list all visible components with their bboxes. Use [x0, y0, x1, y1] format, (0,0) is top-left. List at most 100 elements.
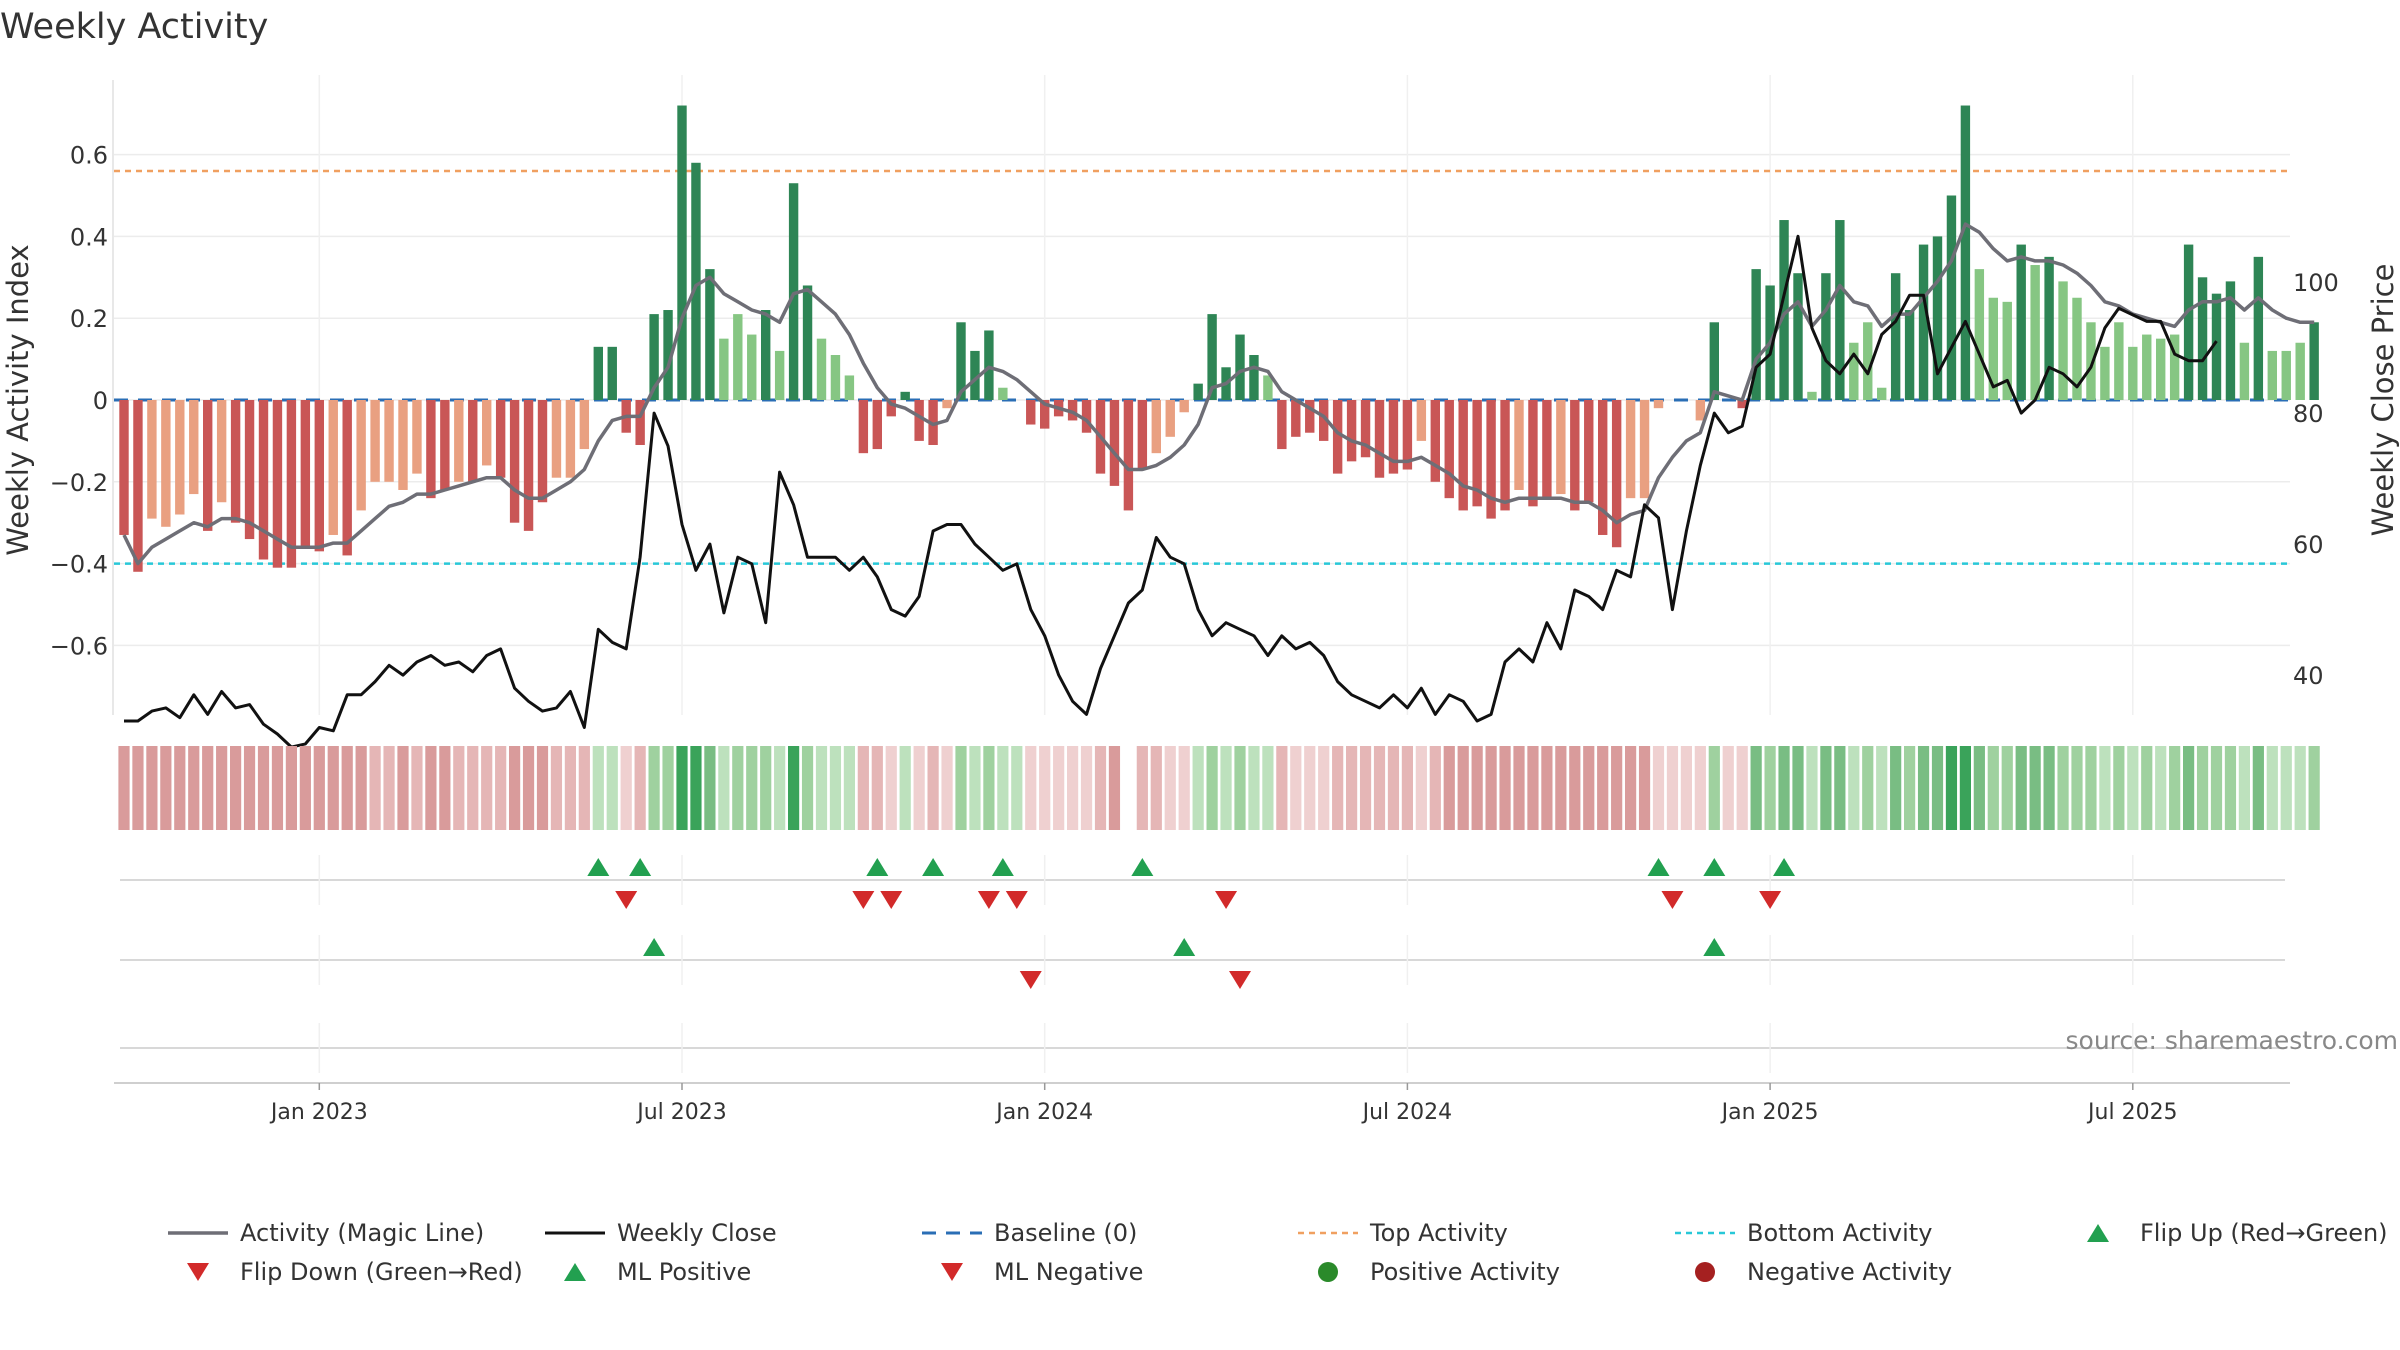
activity-bar: [1904, 310, 1915, 400]
y2-axis-label: Weekly Close Price: [2366, 264, 2400, 537]
heat-cell: [899, 746, 911, 830]
heat-cell: [299, 746, 311, 830]
heat-cell: [1359, 746, 1372, 830]
legend-item-top: Top Activity: [1298, 1219, 1508, 1247]
activity-bar: [1570, 400, 1580, 511]
activity-bar: [2211, 293, 2222, 400]
legend-swatch-flipdown: [187, 1263, 209, 1281]
activity-bar: [1179, 400, 1189, 413]
activity-bar: [454, 400, 464, 482]
heat-cell: [341, 746, 353, 830]
heat-cell: [1848, 746, 1860, 830]
heat-cell: [2057, 746, 2069, 830]
y-tick-label: −0.2: [50, 469, 108, 497]
legend-item-flipup: Flip Up (Red→Green): [2087, 1219, 2388, 1247]
heat-cell: [1652, 746, 1665, 830]
activity-bar: [2281, 350, 2291, 400]
heat-cell: [1053, 746, 1065, 830]
heat-cell: [1192, 746, 1204, 830]
heat-cell: [1708, 746, 1720, 830]
weekly-close-series: [124, 234, 2218, 749]
legend-swatch-mlneg: [941, 1263, 963, 1281]
heat-cell: [1973, 746, 1985, 830]
legend-item-baseline: Baseline (0): [922, 1219, 1137, 1247]
legend-swatch-negact: [1695, 1262, 1715, 1282]
heat-cell: [1457, 746, 1469, 830]
heat-cell: [2169, 746, 2181, 830]
heat-cell: [481, 746, 493, 830]
activity-bar: [230, 400, 241, 523]
activity-bar: [830, 355, 841, 400]
activity-bar: [2142, 334, 2152, 400]
activity-bar: [1849, 342, 1859, 400]
heat-cell: [1611, 746, 1623, 830]
heat-cell: [1555, 746, 1567, 830]
heat-cell: [1290, 746, 1302, 830]
heat-cell: [969, 746, 981, 830]
heat-cell: [1862, 746, 1874, 830]
heat-cell: [257, 746, 270, 830]
activity-bar: [258, 400, 269, 560]
heat-cell: [1150, 746, 1162, 830]
heat-cell: [1067, 746, 1079, 830]
flip-up-marker: [1773, 858, 1796, 876]
activity-bar: [440, 400, 450, 490]
heat-cell: [1876, 746, 1888, 830]
heat-cell: [1318, 746, 1330, 830]
activity-bar: [1472, 400, 1482, 507]
activity-bar: [1277, 400, 1287, 450]
heat-cell: [857, 746, 869, 830]
activity-bar: [2128, 346, 2138, 400]
heat-cell: [439, 746, 451, 830]
legend-label: Flip Up (Red→Green): [2140, 1219, 2388, 1247]
activity-bar: [1458, 400, 1468, 511]
flip-up-marker: [1131, 858, 1154, 876]
source-text: source: sharemaestro.com: [2066, 1026, 2399, 1055]
heat-cell: [1039, 746, 1051, 830]
heat-cell: [383, 746, 395, 830]
heat-cell: [1987, 746, 1999, 830]
activity-bar: [2030, 265, 2040, 400]
activity-bar: [774, 350, 785, 400]
activity-bar: [398, 400, 408, 490]
heat-cell: [1904, 746, 1916, 830]
activity-bar: [607, 346, 617, 400]
heat-cell: [2196, 746, 2209, 830]
heat-cell: [1625, 746, 1637, 830]
activity-bar: [761, 310, 771, 400]
legend-item-posact: Positive Activity: [1318, 1258, 1560, 1286]
heat-cell: [132, 746, 144, 830]
activity-bar: [663, 310, 673, 400]
x-tick-label: Jul 2025: [2086, 1100, 2178, 1125]
activity-bar: [2239, 342, 2250, 400]
heat-cell: [2085, 746, 2097, 830]
activity-bar: [1584, 400, 1594, 503]
activity-bar: [1026, 400, 1036, 425]
y-tick-label: 0.2: [70, 305, 108, 333]
heat-cell: [202, 746, 214, 830]
heat-cell: [1248, 746, 1260, 830]
flip-up-marker: [922, 858, 945, 876]
heat-cell: [1792, 746, 1804, 830]
heat-cell: [1011, 746, 1023, 830]
activity-bar: [133, 400, 143, 572]
heat-cell: [2280, 746, 2292, 830]
y2-tick-label: 60: [2293, 531, 2324, 559]
activity-bar: [802, 285, 813, 400]
activity-bar: [2156, 338, 2166, 400]
legend-item-mlpos: ML Positive: [564, 1258, 751, 1286]
heat-cell: [509, 746, 521, 830]
activity-bar: [2253, 256, 2264, 400]
flip-up-marker: [1703, 858, 1726, 876]
heat-cell: [1206, 746, 1218, 830]
heat-cell: [1332, 746, 1344, 830]
activity-bar: [1332, 400, 1343, 474]
activity-bar: [635, 400, 645, 445]
heat-cell: [550, 746, 563, 830]
activity-bar: [1821, 273, 1831, 400]
activity-bar: [998, 387, 1008, 400]
activity-bar: [1263, 375, 1273, 400]
heat-cell: [1276, 746, 1288, 830]
legend-swatch-flipup: [2087, 1224, 2109, 1242]
activity-bar: [1165, 400, 1175, 437]
